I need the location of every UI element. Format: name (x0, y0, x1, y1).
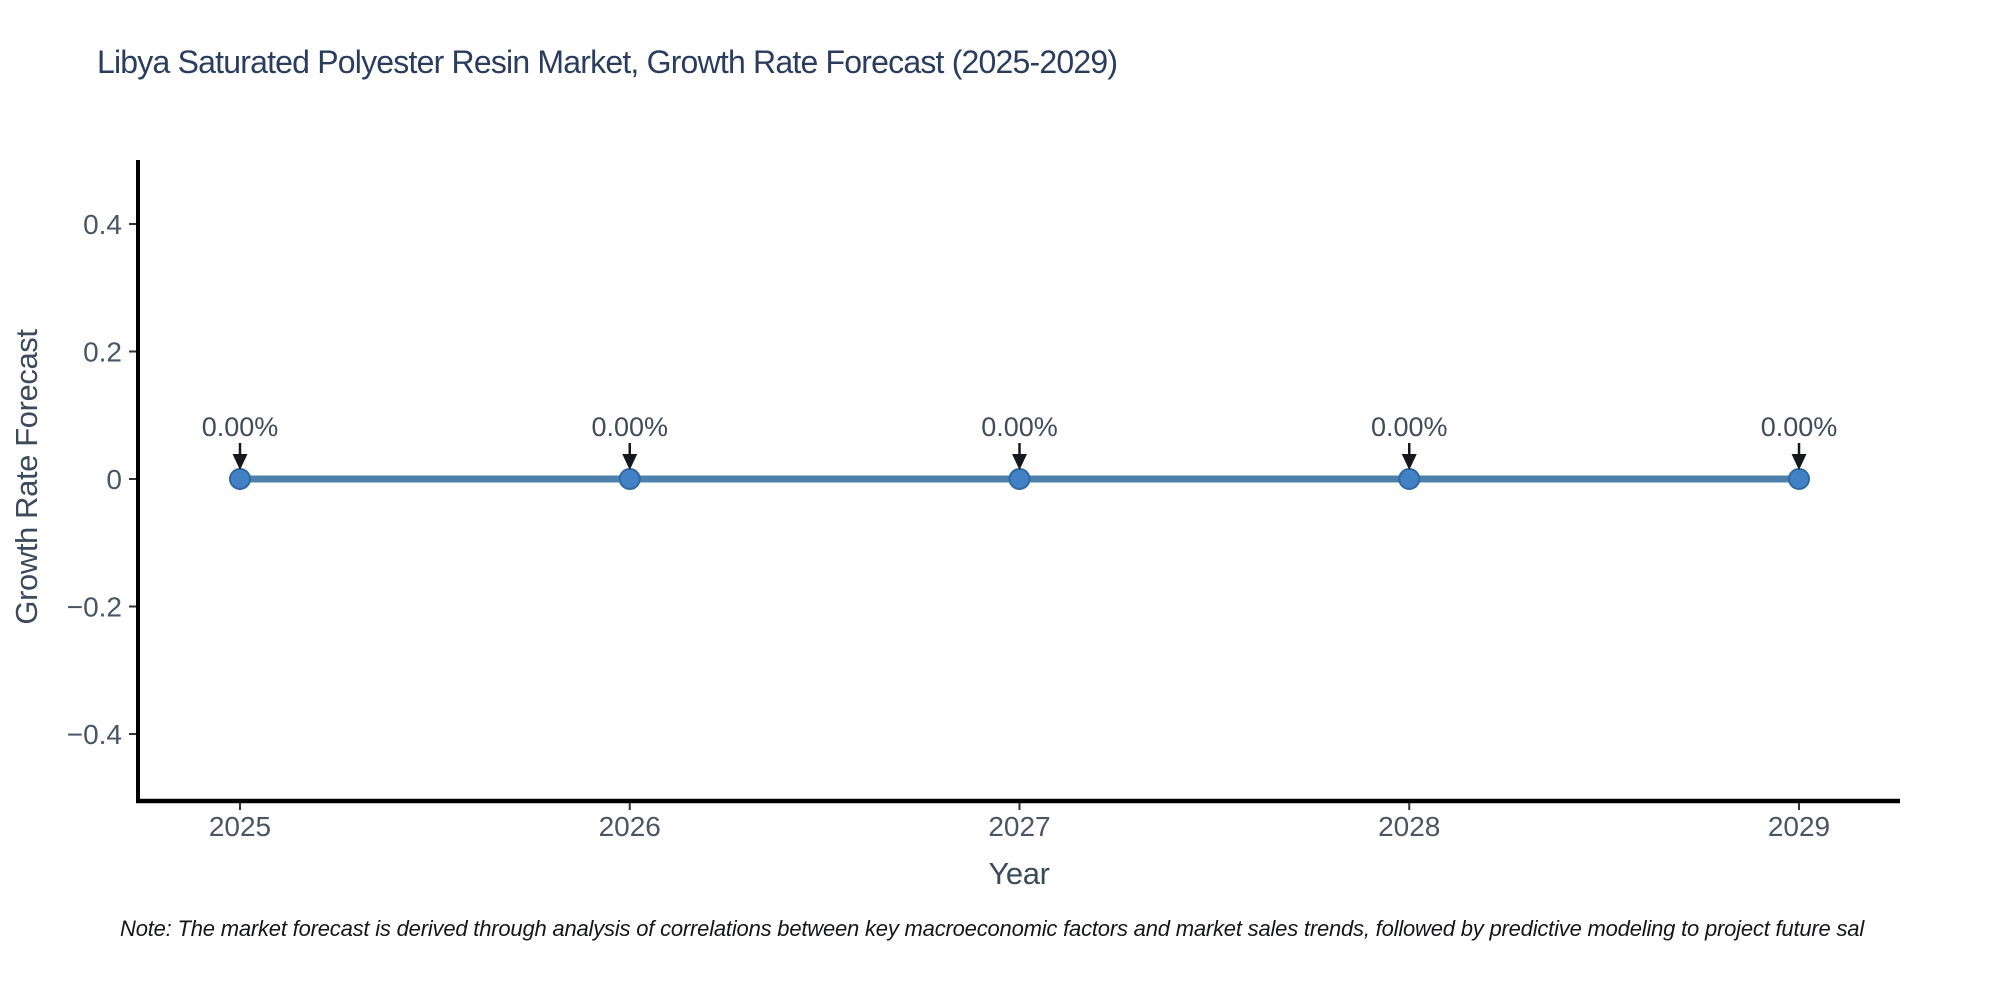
x-tick-label: 2027 (988, 811, 1050, 842)
annotation-label: 0.00% (1371, 412, 1448, 442)
annotation-arrow-head-icon (1012, 454, 1027, 470)
y-tick-label: −0.2 (67, 592, 122, 623)
data-point-marker (618, 468, 641, 490)
annotation-arrow-head-icon (622, 454, 638, 470)
y-tick-label: −0.4 (67, 719, 122, 750)
data-point-marker (1398, 468, 1421, 490)
footnote: Note: The market forecast is derived thr… (120, 916, 1865, 941)
x-tick-label: 2029 (1768, 811, 1830, 842)
chart-title: Libya Saturated Polyester Resin Market, … (97, 44, 1118, 80)
y-tick-label: 0.4 (83, 209, 122, 240)
annotation-label: 0.00% (591, 412, 668, 442)
data-point-marker (1788, 468, 1810, 490)
annotation-label: 0.00% (202, 412, 279, 442)
x-axis-title: Year (988, 856, 1050, 891)
y-tick-label: 0.2 (83, 337, 122, 368)
annotation-label: 0.00% (981, 412, 1058, 442)
x-tick-label: 2025 (209, 811, 271, 842)
x-tick-label: 2028 (1378, 811, 1440, 842)
annotation-arrow-head-icon (1791, 454, 1807, 470)
annotation-arrow-head-icon (1401, 454, 1417, 470)
data-point-marker (1008, 468, 1031, 490)
annotation-label: 0.00% (1761, 412, 1838, 442)
annotation-arrow-head-icon (232, 454, 248, 470)
x-tick-label: 2026 (599, 811, 661, 842)
y-tick-label: 0 (106, 464, 122, 495)
data-point-marker (229, 468, 251, 490)
